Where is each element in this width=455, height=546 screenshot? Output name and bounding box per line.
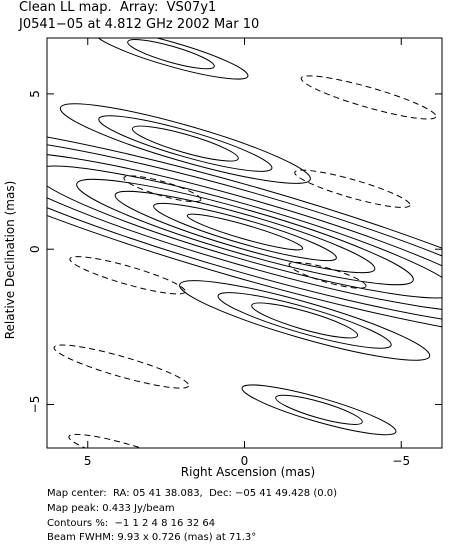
axis-ticks: 5 0 −5 5 0 −5 <box>28 38 442 468</box>
negative-contour <box>123 175 202 203</box>
negative-contour <box>69 256 186 295</box>
negative-contour <box>243 480 344 523</box>
positive-contour <box>98 115 273 172</box>
negative-contour <box>288 261 367 289</box>
positive-contour <box>251 302 359 339</box>
positive-contour <box>179 280 431 361</box>
negative-contour <box>68 433 185 448</box>
positive-contour <box>127 39 215 70</box>
positive-contour <box>47 136 442 328</box>
positive-contour <box>131 125 239 162</box>
map-peak-text: Map peak: 0.433 Jy/beam <box>47 503 175 514</box>
y-tick-label: 0 <box>28 245 42 253</box>
contour-lines <box>47 0 442 523</box>
map-center-text: Map center: RA: 05 41 38.083, Dec: −05 4… <box>47 488 338 499</box>
positive-contour <box>153 202 337 262</box>
plot-frame <box>46 37 443 449</box>
negative-contour <box>294 169 411 208</box>
positive-contour <box>76 178 414 286</box>
y-tick-label: 5 <box>28 90 42 98</box>
negative-contour <box>303 0 423 36</box>
map-title: Clean LL map. Array: VS07y1 <box>19 0 217 15</box>
beam-text: Beam FWHM: 9.93 x 0.726 (mas) at 71.3° <box>47 532 257 543</box>
x-axis-label: Right Ascension (mas) <box>181 465 315 479</box>
positive-contour <box>186 213 304 251</box>
negative-contour <box>53 344 190 389</box>
negative-contour <box>300 75 437 120</box>
x-tick-label: −5 <box>392 454 410 468</box>
y-tick-label: −5 <box>28 396 42 414</box>
positive-contour <box>114 190 376 274</box>
map-subtitle: J0541−05 at 4.812 GHz 2002 Mar 10 <box>19 17 260 32</box>
x-tick-label: 5 <box>84 454 92 468</box>
positive-contour <box>275 394 363 425</box>
contours-text: Contours %: −1 1 2 4 8 16 32 64 <box>47 518 216 529</box>
positive-contour <box>241 384 397 436</box>
y-axis-label: Relative Declination (mas) <box>3 181 17 340</box>
x-tick-label: 0 <box>241 454 249 468</box>
positive-contour <box>47 151 442 313</box>
positive-contour <box>93 38 249 80</box>
positive-contour <box>59 103 311 184</box>
positive-contour <box>47 165 442 299</box>
positive-contour <box>47 122 442 342</box>
positive-contour <box>217 292 392 349</box>
